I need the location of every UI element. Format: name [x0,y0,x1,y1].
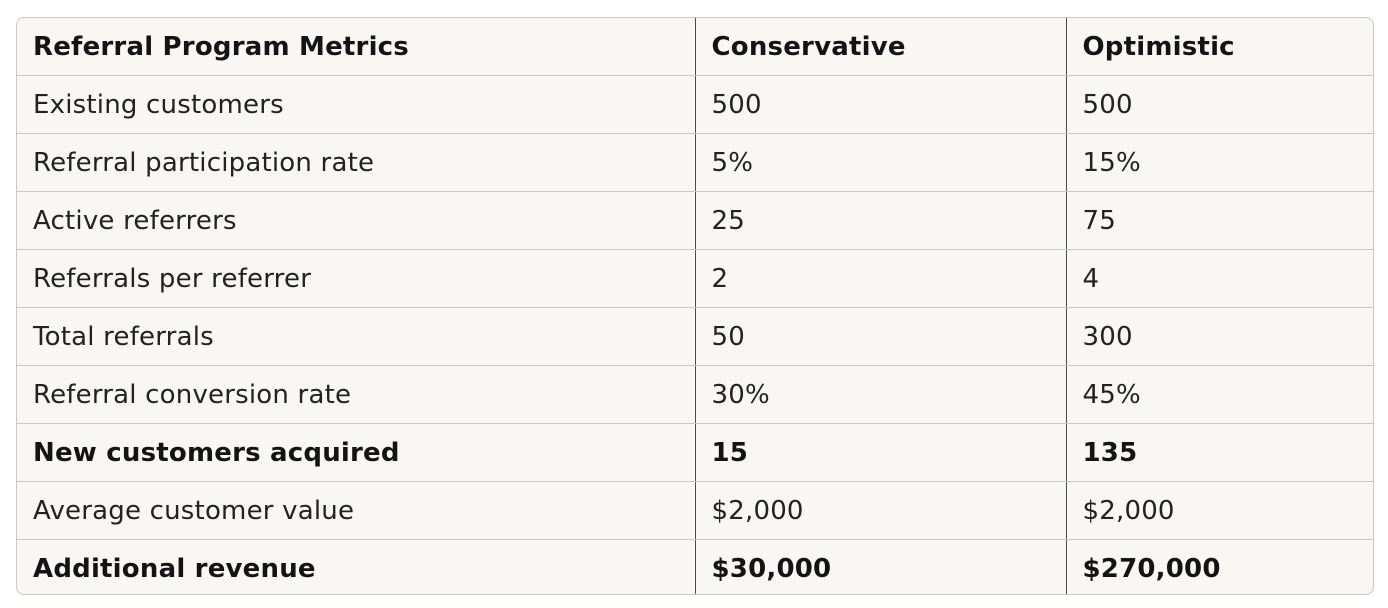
conservative-cell: 5% [695,133,1067,192]
optimistic-cell: 300 [1066,307,1373,366]
header-optimistic: Optimistic [1066,18,1373,76]
conservative-cell: 500 [695,75,1067,134]
header-metric: Referral Program Metrics [17,18,696,76]
metric-cell: Referral conversion rate [17,365,696,424]
table-row: Active referrers 25 75 [17,191,1373,250]
table-row: Existing customers 500 500 [17,75,1373,134]
table-header-row: Referral Program Metrics Conservative Op… [17,18,1373,76]
referral-metrics-table-container: Referral Program Metrics Conservative Op… [16,17,1374,595]
metric-cell: Additional revenue [17,539,696,594]
metric-cell: Referral participation rate [17,133,696,192]
referral-metrics-table: Referral Program Metrics Conservative Op… [17,18,1373,594]
table-row: Referrals per referrer 2 4 [17,249,1373,308]
optimistic-cell: 75 [1066,191,1373,250]
optimistic-cell: 135 [1066,423,1373,482]
table-row: Referral conversion rate 30% 45% [17,365,1373,424]
conservative-cell: $2,000 [695,481,1067,540]
metric-cell: Total referrals [17,307,696,366]
optimistic-cell: 500 [1066,75,1373,134]
table-row: Referral participation rate 5% 15% [17,133,1373,192]
optimistic-cell: $2,000 [1066,481,1373,540]
table-row: New customers acquired 15 135 [17,423,1373,482]
metric-cell: Existing customers [17,75,696,134]
conservative-cell: 25 [695,191,1067,250]
table-row: Additional revenue $30,000 $270,000 [17,539,1373,594]
metric-cell: Referrals per referrer [17,249,696,308]
conservative-cell: 15 [695,423,1067,482]
conservative-cell: 50 [695,307,1067,366]
header-conservative: Conservative [695,18,1067,76]
optimistic-cell: $270,000 [1082,553,1221,584]
metric-cell: Active referrers [17,191,696,250]
optimistic-cell: 4 [1066,249,1373,308]
conservative-cell: 2 [695,249,1067,308]
table-row: Total referrals 50 300 [17,307,1373,366]
metric-cell: Average customer value [17,481,696,540]
metric-cell: New customers acquired [17,423,696,482]
table-body: Existing customers 500 500 Referral part… [17,75,1373,594]
conservative-cell: $30,000 [695,539,1067,594]
table-row: Average customer value $2,000 $2,000 [17,481,1373,540]
optimistic-cell: 45% [1066,365,1373,424]
optimistic-cell: 15% [1066,133,1373,192]
conservative-cell: 30% [695,365,1067,424]
